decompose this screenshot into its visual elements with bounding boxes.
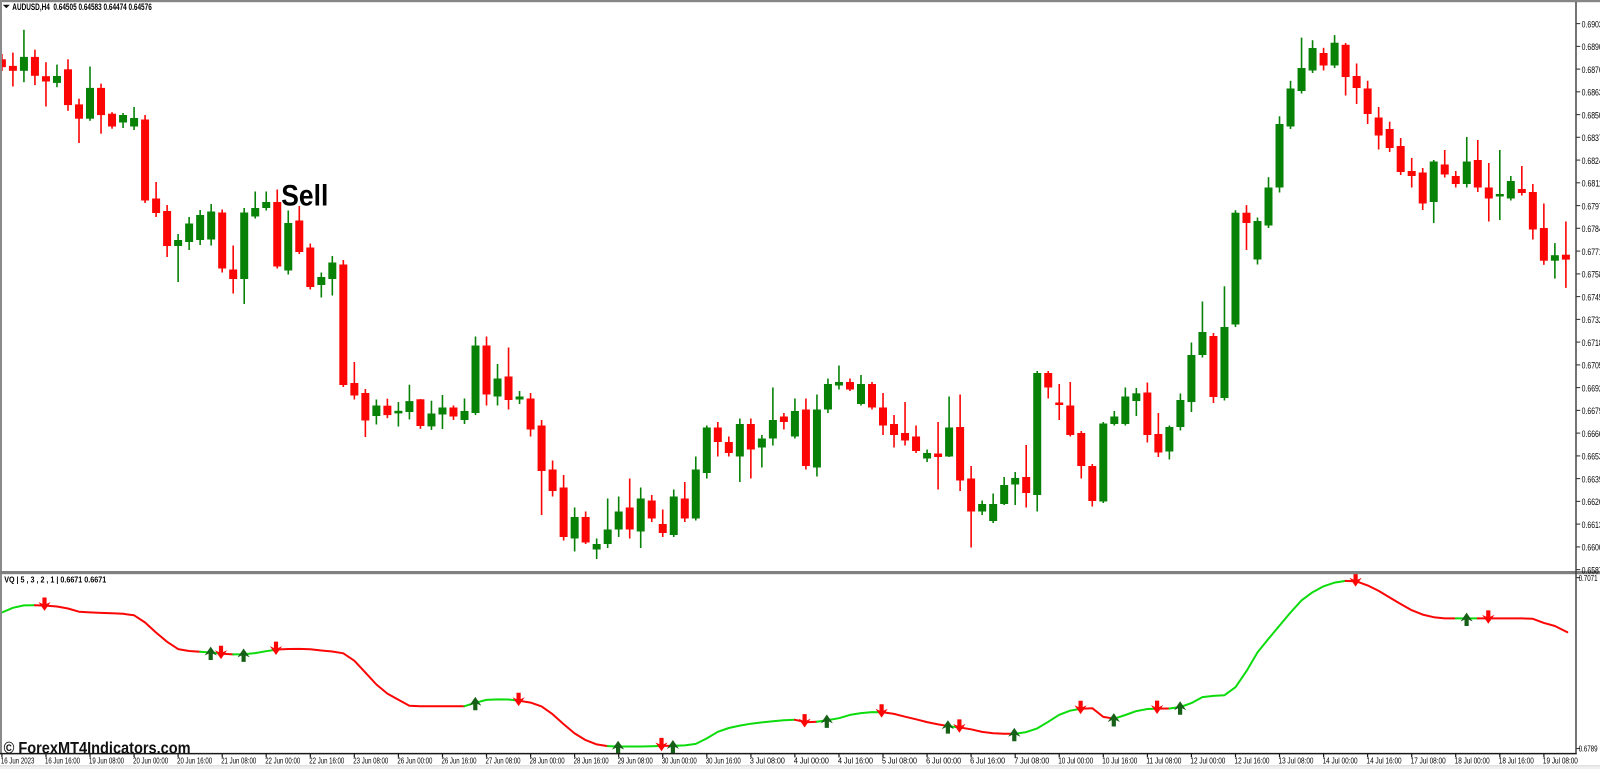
svg-text:16 Jun 16:00: 16 Jun 16:00 bbox=[45, 756, 80, 765]
svg-text:0.66135: 0.66135 bbox=[1582, 520, 1600, 531]
svg-text:AUDUSD,H4 0.64505 0.64583 0.6: AUDUSD,H4 0.64505 0.64583 0.64474 0.6457… bbox=[12, 2, 152, 12]
svg-text:0.66395: 0.66395 bbox=[1582, 474, 1600, 485]
svg-text:0.66790: 0.66790 bbox=[1582, 406, 1600, 417]
svg-text:0.67715: 0.67715 bbox=[1582, 247, 1600, 258]
svg-text:17 Jul 08:00: 17 Jul 08:00 bbox=[1411, 756, 1446, 765]
svg-text:0.68240: 0.68240 bbox=[1582, 156, 1600, 167]
svg-text:29 Jun 08:00: 29 Jun 08:00 bbox=[618, 756, 653, 765]
svg-text:21 Jun 08:00: 21 Jun 08:00 bbox=[221, 756, 256, 765]
svg-text:0.68900: 0.68900 bbox=[1582, 42, 1600, 53]
svg-text:22 Jun 16:00: 22 Jun 16:00 bbox=[309, 756, 344, 765]
svg-text:0.68765: 0.68765 bbox=[1582, 65, 1600, 76]
svg-text:26 Jun 16:00: 26 Jun 16:00 bbox=[442, 756, 477, 765]
svg-text:14 Jul 16:00: 14 Jul 16:00 bbox=[1367, 756, 1402, 765]
svg-text:0.66265: 0.66265 bbox=[1582, 497, 1600, 508]
svg-text:10 Jul 16:00: 10 Jul 16:00 bbox=[1102, 756, 1137, 765]
svg-text:5 Jul 08:00: 5 Jul 08:00 bbox=[882, 756, 917, 765]
svg-text:27 Jun 08:00: 27 Jun 08:00 bbox=[486, 756, 521, 765]
svg-text:0.69030: 0.69030 bbox=[1582, 19, 1600, 30]
svg-text:0.67580: 0.67580 bbox=[1582, 270, 1600, 281]
svg-text:VQ | 5 , 3 , 2 , 1 | 0.6671 0.: VQ | 5 , 3 , 2 , 1 | 0.6671 0.6671 bbox=[4, 575, 106, 584]
svg-text:6 Jul 16:00: 6 Jul 16:00 bbox=[970, 756, 1005, 765]
svg-text:0.68505: 0.68505 bbox=[1582, 110, 1600, 121]
svg-text:4 Jul 00:00: 4 Jul 00:00 bbox=[794, 756, 829, 765]
svg-text:19 Jun 08:00: 19 Jun 08:00 bbox=[89, 756, 124, 765]
svg-text:0.67450: 0.67450 bbox=[1582, 292, 1600, 303]
svg-text:3 Jul 08:00: 3 Jul 08:00 bbox=[750, 756, 785, 765]
svg-text:10 Jul 00:00: 10 Jul 00:00 bbox=[1058, 756, 1093, 765]
svg-text:0.6789: 0.6789 bbox=[1579, 744, 1598, 753]
svg-text:0.66000: 0.66000 bbox=[1582, 543, 1600, 554]
svg-text:0.67185: 0.67185 bbox=[1582, 338, 1600, 349]
svg-text:0.65870: 0.65870 bbox=[1582, 565, 1600, 576]
svg-text:6 Jul 00:00: 6 Jul 00:00 bbox=[926, 756, 961, 765]
svg-text:0.66530: 0.66530 bbox=[1582, 452, 1600, 463]
svg-text:20 Jun 16:00: 20 Jun 16:00 bbox=[177, 756, 212, 765]
svg-text:19 Jul 08:00: 19 Jul 08:00 bbox=[1543, 756, 1578, 765]
svg-text:13 Jul 08:00: 13 Jul 08:00 bbox=[1279, 756, 1314, 765]
svg-text:4 Jul 16:00: 4 Jul 16:00 bbox=[838, 756, 873, 765]
svg-text:0.7071: 0.7071 bbox=[1579, 574, 1598, 583]
svg-text:0.68635: 0.68635 bbox=[1582, 88, 1600, 99]
svg-text:0.68370: 0.68370 bbox=[1582, 133, 1600, 144]
svg-text:30 Jun 16:00: 30 Jun 16:00 bbox=[706, 756, 741, 765]
svg-text:26 Jun 00:00: 26 Jun 00:00 bbox=[397, 756, 432, 765]
svg-text:20 Jun 00:00: 20 Jun 00:00 bbox=[133, 756, 168, 765]
svg-text:0.66660: 0.66660 bbox=[1582, 429, 1600, 440]
svg-text:18 Jul 16:00: 18 Jul 16:00 bbox=[1499, 756, 1534, 765]
svg-text:0.68110: 0.68110 bbox=[1582, 179, 1600, 190]
svg-text:14 Jul 00:00: 14 Jul 00:00 bbox=[1323, 756, 1358, 765]
svg-text:28 Jun 16:00: 28 Jun 16:00 bbox=[574, 756, 609, 765]
svg-text:22 Jun 00:00: 22 Jun 00:00 bbox=[265, 756, 300, 765]
svg-text:0.67055: 0.67055 bbox=[1582, 361, 1600, 372]
svg-text:18 Jul 00:00: 18 Jul 00:00 bbox=[1455, 756, 1490, 765]
svg-text:Sell: Sell bbox=[281, 180, 328, 213]
svg-text:12 Jul 00:00: 12 Jul 00:00 bbox=[1190, 756, 1225, 765]
svg-text:0.67975: 0.67975 bbox=[1582, 201, 1600, 212]
svg-text:12 Jul 16:00: 12 Jul 16:00 bbox=[1235, 756, 1270, 765]
svg-text:© ForexMT4Indicators.com: © ForexMT4Indicators.com bbox=[4, 738, 191, 757]
svg-text:28 Jun 00:00: 28 Jun 00:00 bbox=[530, 756, 565, 765]
svg-text:0.67845: 0.67845 bbox=[1582, 224, 1600, 235]
svg-text:23 Jun 08:00: 23 Jun 08:00 bbox=[353, 756, 388, 765]
svg-text:30 Jun 00:00: 30 Jun 00:00 bbox=[662, 756, 697, 765]
svg-text:0.67320: 0.67320 bbox=[1582, 315, 1600, 326]
svg-text:7 Jul 08:00: 7 Jul 08:00 bbox=[1014, 756, 1049, 765]
svg-text:11 Jul 08:00: 11 Jul 08:00 bbox=[1146, 756, 1181, 765]
svg-text:0.66925: 0.66925 bbox=[1582, 383, 1600, 394]
svg-text:16 Jun 2023: 16 Jun 2023 bbox=[1, 756, 35, 765]
